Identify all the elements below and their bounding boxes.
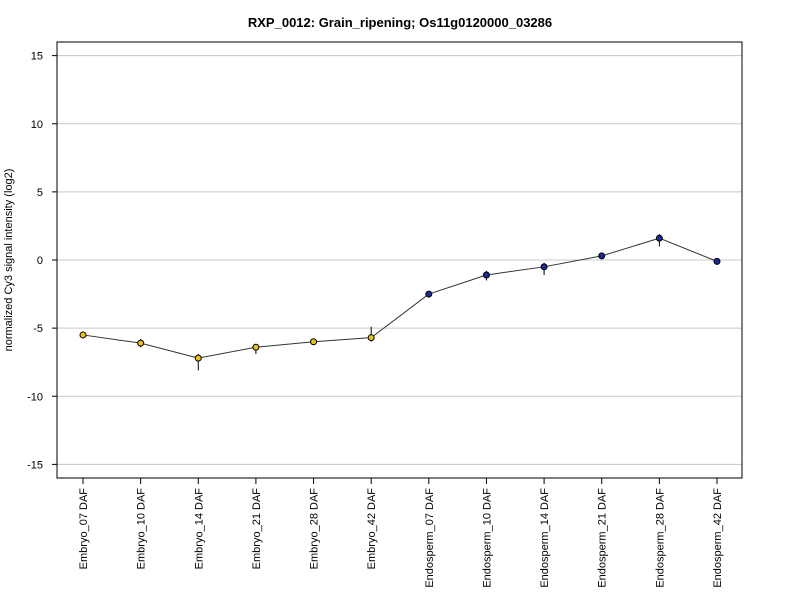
data-point [713, 257, 721, 265]
data-point [598, 252, 606, 260]
x-tick-label: Embryo_07 DAF [78, 488, 90, 570]
series-layer [79, 234, 721, 371]
grid-layer [57, 55, 742, 465]
y-tick-label: -10 [27, 391, 43, 403]
x-axis: Embryo_07 DAF Embryo_10 DAF Embryo_14 DAF E… [78, 478, 724, 588]
x-tick-label: Embryo_10 DAF [136, 488, 148, 570]
y-tick-label: 5 [37, 187, 43, 199]
x-tick-label: Endosperm_42 DAF [712, 488, 724, 588]
data-point [367, 334, 375, 342]
y-tick-label: 10 [31, 119, 43, 131]
x-tick-label: Endosperm_21 DAF [597, 488, 609, 588]
data-point [194, 354, 202, 362]
chart-title: RXP_0012: Grain_ripening; Os11g0120000_0… [248, 15, 552, 30]
data-point [425, 290, 433, 298]
y-tick-label: -5 [33, 323, 43, 335]
y-axis-label: normalized Cy3 signal intensity (log2) [3, 169, 15, 352]
data-point [310, 338, 318, 346]
y-tick-label: 15 [31, 51, 43, 63]
data-point [540, 263, 548, 271]
data-point [482, 271, 490, 279]
x-tick-label: Embryo_21 DAF [251, 488, 263, 570]
data-point [252, 343, 260, 351]
x-tick-label: Embryo_28 DAF [309, 488, 321, 570]
y-axis: -15 -10 -5 0 5 10 15 [27, 51, 57, 471]
y-tick-label: 0 [37, 255, 43, 267]
x-tick-label: Endosperm_07 DAF [424, 488, 436, 588]
x-tick-label: Embryo_42 DAF [366, 488, 378, 570]
data-point [137, 339, 145, 347]
y-tick-label: -15 [27, 459, 43, 471]
series-line [82, 237, 718, 359]
x-tick-label: Endosperm_28 DAF [654, 488, 666, 588]
data-point [655, 234, 663, 242]
x-tick-label: Endosperm_14 DAF [539, 488, 551, 588]
x-tick-label: Endosperm_10 DAF [481, 488, 493, 588]
data-point [79, 331, 87, 339]
x-tick-label: Embryo_14 DAF [193, 488, 205, 570]
